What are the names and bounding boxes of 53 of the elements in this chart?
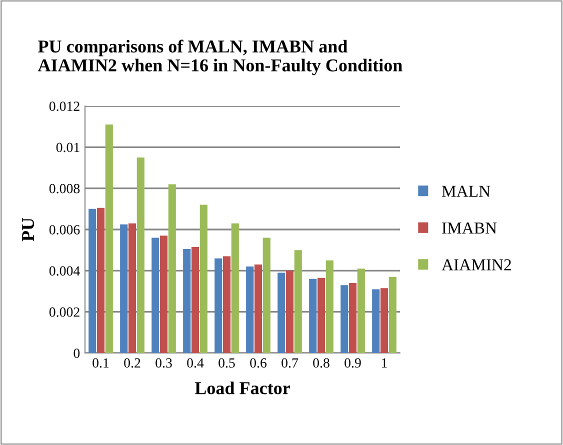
x-tick-label: 1 (382, 358, 387, 368)
bar (136, 157, 144, 353)
bar (254, 264, 262, 353)
bar (191, 246, 200, 353)
bar (231, 223, 239, 353)
bar (309, 278, 317, 353)
bar (200, 204, 208, 353)
bar (88, 208, 96, 353)
y-tick-label: 0.008 (49, 184, 80, 194)
legend-label: MALN (442, 186, 490, 197)
y-tick-label: 0.01 (56, 142, 80, 152)
bar (96, 208, 105, 353)
chart-title: PU comparisons of MALN, IMABN and AIAMIN2 when N=16 in Non-Faulty Condition (38, 40, 402, 76)
x-tick-label: 0.6 (250, 358, 267, 368)
bar (160, 236, 168, 353)
bar (120, 224, 128, 353)
bar (278, 272, 286, 353)
bar (214, 258, 222, 353)
bar (183, 249, 191, 353)
x-tick-label: 0.1 (92, 358, 109, 368)
x-tick-label: 0.3 (156, 358, 172, 368)
y-tick-label: 0.006 (49, 225, 80, 235)
y-tick-label: 0.004 (49, 266, 80, 276)
bar (128, 223, 136, 353)
bar (340, 285, 348, 353)
bar (294, 250, 302, 353)
bar (222, 256, 231, 353)
y-tick-label: 0 (74, 348, 80, 358)
x-tick-label: 0.7 (282, 358, 298, 368)
bar (317, 278, 326, 353)
x-tick-label: 0.2 (124, 358, 140, 368)
x-tick-label: 0.4 (187, 358, 204, 368)
y-axis-title: PU (22, 218, 34, 242)
y-tick-label: 0.002 (49, 307, 80, 317)
y-tick-label: 0.012 (49, 102, 80, 112)
bar (168, 184, 176, 353)
bar (105, 124, 113, 353)
bar (357, 268, 365, 353)
x-tick-label: 0.8 (313, 358, 330, 368)
bar (372, 289, 380, 353)
bar (246, 266, 254, 353)
bar (388, 276, 396, 353)
bar (380, 288, 388, 353)
legend-label: AIAMIN2 (442, 259, 511, 270)
x-tick-label: 0.9 (344, 358, 361, 368)
bar (262, 238, 270, 353)
legend-label: IMABN (442, 222, 497, 234)
bar (326, 260, 334, 353)
bar (348, 283, 357, 353)
x-tick-label: 0.5 (218, 358, 235, 368)
x-axis-title: Load Factor (194, 382, 290, 394)
bar (286, 270, 294, 353)
bar (152, 238, 160, 353)
